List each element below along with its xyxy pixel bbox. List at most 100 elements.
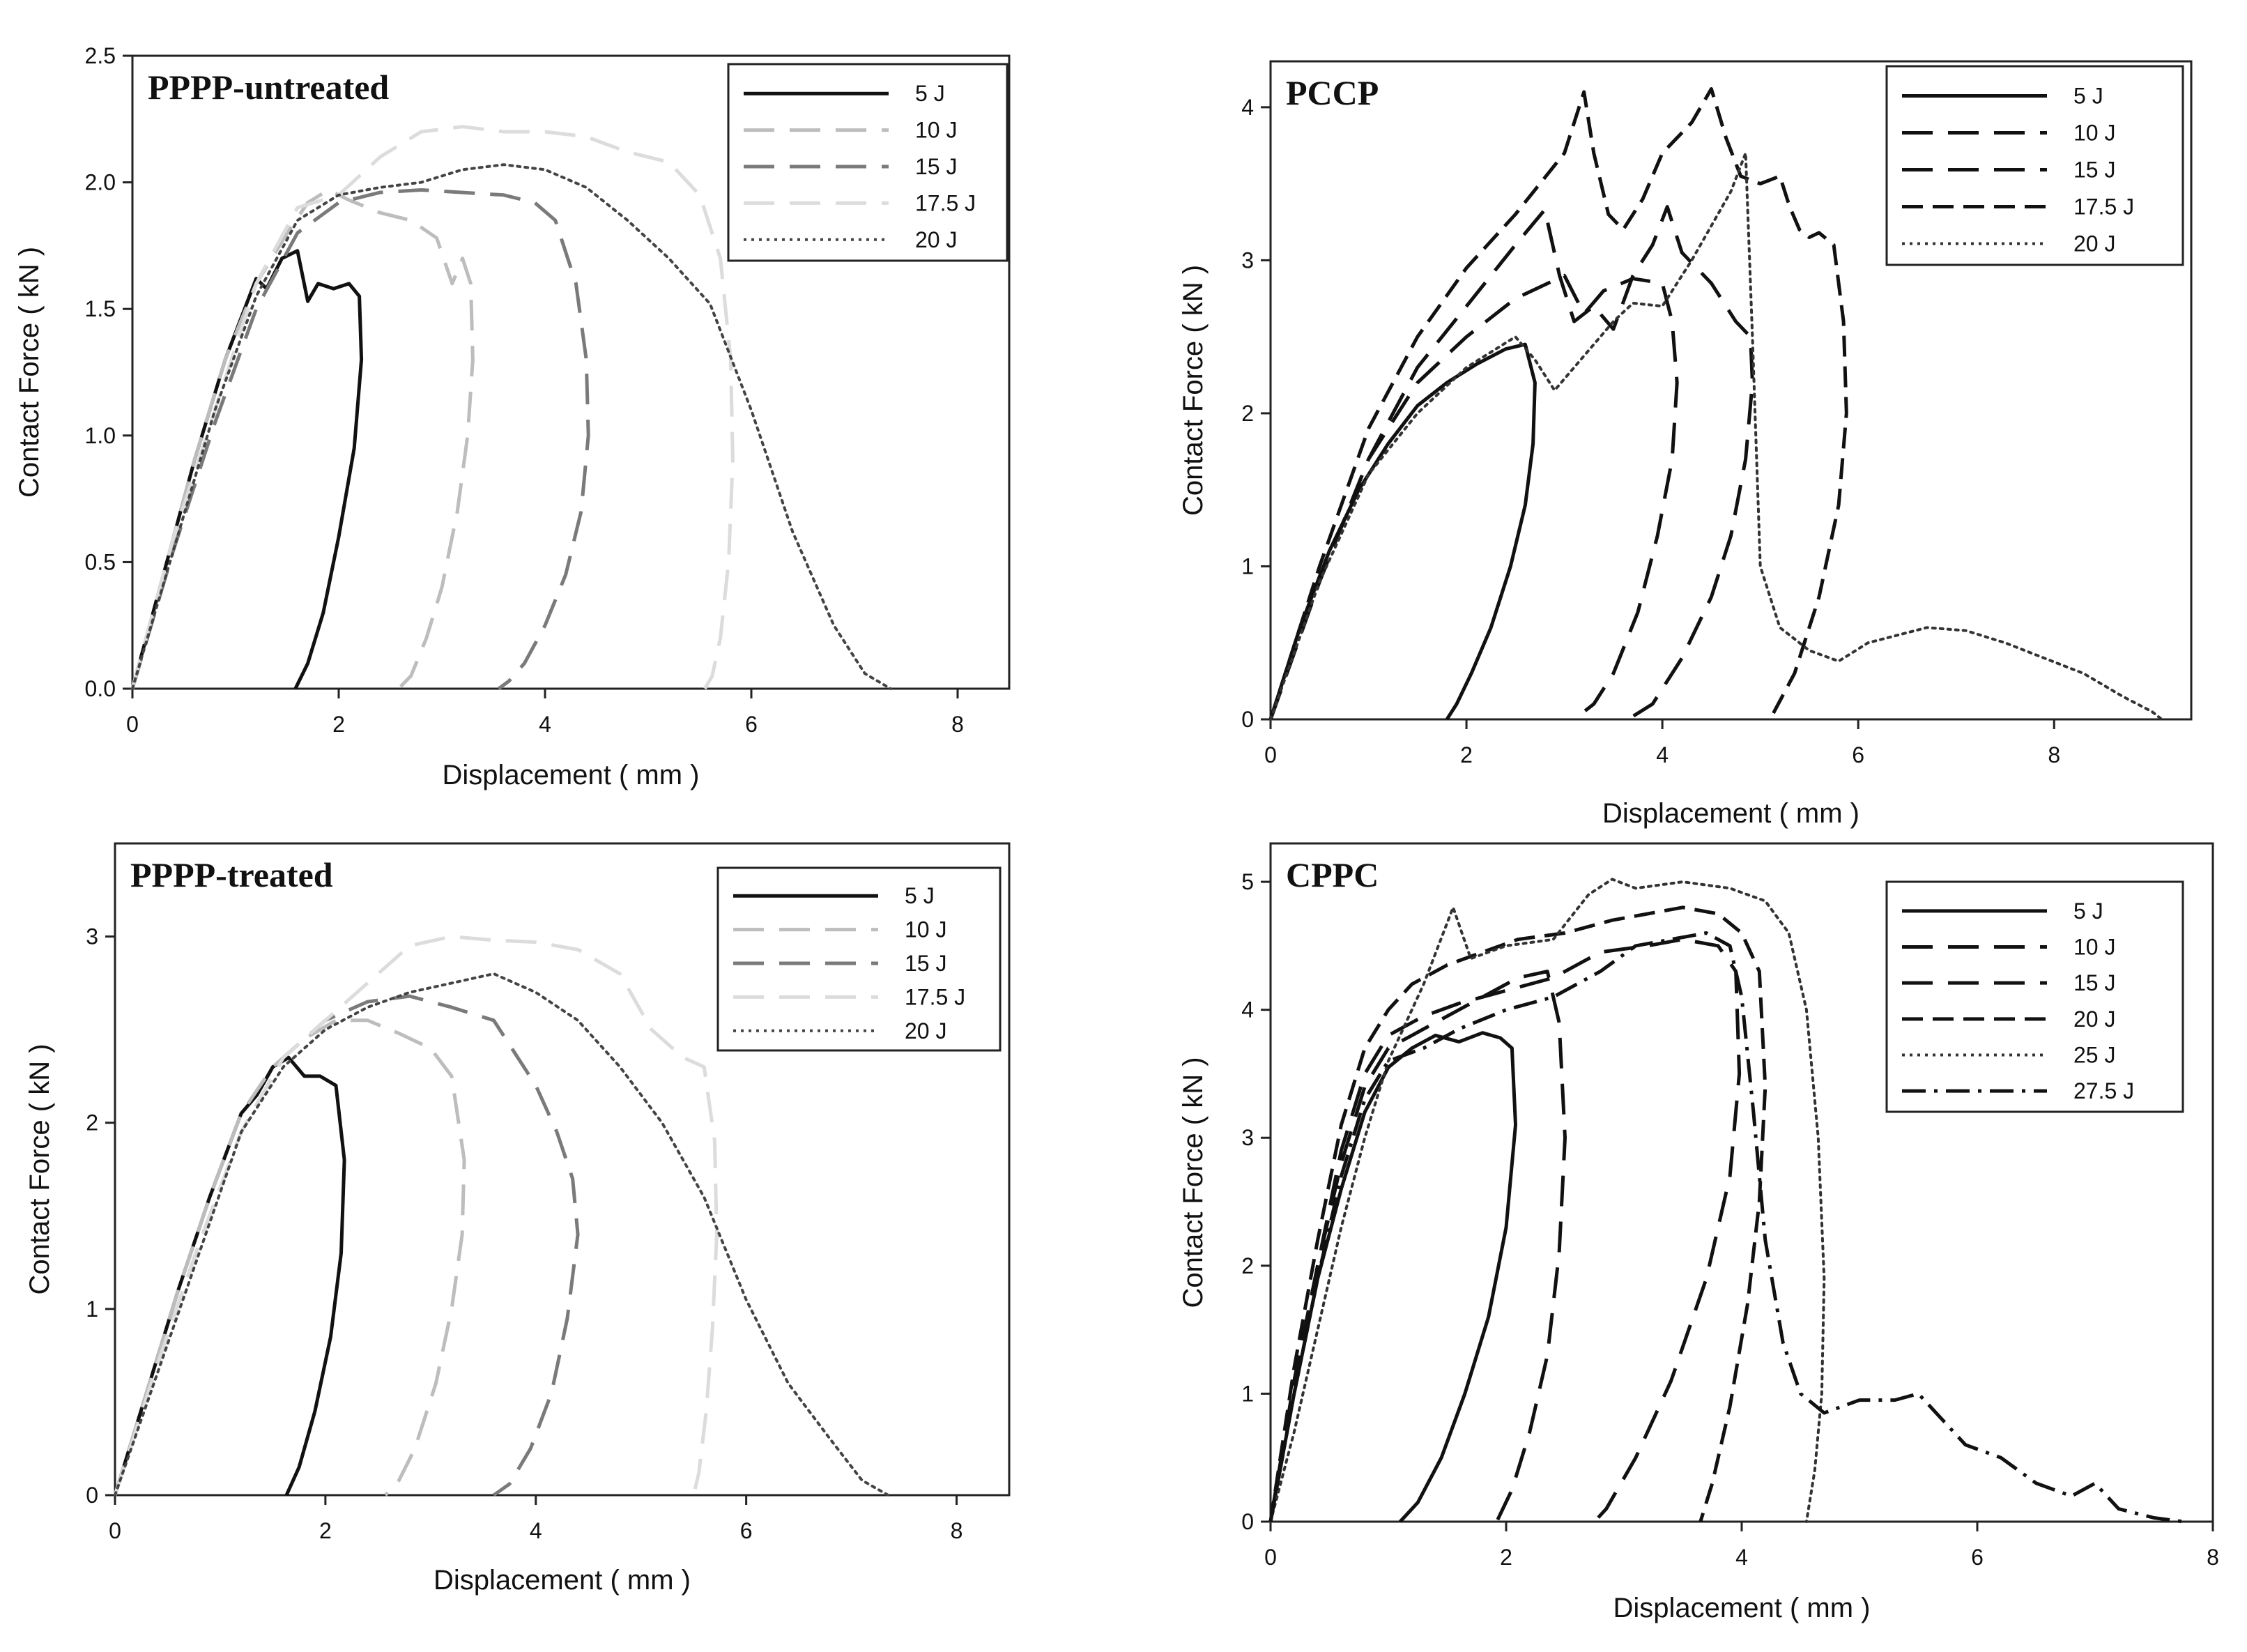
y-tick-label: 3: [1241, 247, 1254, 273]
series-line-3: [1268, 905, 1767, 1522]
panel-title: PPPP-treated: [130, 855, 333, 894]
legend-label: 20 J: [2073, 231, 2115, 257]
series-line-2: [1268, 938, 1742, 1523]
x-axis-label: Displacement ( mm ): [1613, 1593, 1871, 1623]
series-line-3: [1268, 87, 1848, 721]
y-tick-label: 1: [1241, 1381, 1254, 1406]
legend-label: 20 J: [915, 227, 957, 252]
legend-label: 5 J: [2073, 898, 2103, 924]
y-tick-label: 4: [1241, 997, 1254, 1023]
legend-frame: [727, 63, 1009, 262]
x-tick-label: 6: [745, 712, 758, 737]
x-tick-label: 2: [1500, 1545, 1512, 1570]
y-tick-label: 3: [1241, 1125, 1254, 1150]
x-tick-label: 2: [332, 712, 345, 737]
x-axis-label: Displacement ( mm ): [434, 1565, 691, 1596]
legend: 5 J 10 J 15 J 20 J 25 J 27.5 J: [1885, 880, 2184, 1113]
y-axis-label: Contact Force ( kN ): [24, 1043, 55, 1294]
x-tick-label: 6: [1971, 1545, 1984, 1570]
x-tick-label: 4: [1735, 1545, 1748, 1570]
series-line-4: [114, 972, 890, 1497]
panel-title: PPPP-untreated: [148, 68, 389, 107]
y-tick-label: 1: [1241, 553, 1254, 579]
y-axis-label: Contact Force ( kN ): [1178, 1057, 1209, 1308]
y-tick-label: 1.5: [85, 296, 116, 321]
y-tick-label: 0.5: [85, 549, 116, 574]
panel-title: CPPC: [1286, 855, 1379, 894]
legend-label: 15 J: [905, 951, 946, 976]
legend-label: 27.5 J: [2073, 1078, 2134, 1103]
y-tick-label: 0.0: [85, 676, 116, 701]
x-tick-label: 4: [539, 712, 551, 737]
legend-label: 25 J: [2073, 1043, 2115, 1068]
series-line-0: [1268, 342, 1537, 721]
y-axis-label: Contact Force ( kN ): [1178, 265, 1209, 516]
series-line-0: [1268, 1031, 1517, 1523]
series-line-2: [113, 994, 580, 1497]
y-axis-label: Contact Force ( kN ): [14, 247, 45, 498]
x-tick-label: 0: [126, 712, 139, 737]
legend-label: 10 J: [915, 118, 957, 143]
y-tick-label: 0: [1241, 707, 1254, 732]
x-tick-label: 8: [951, 712, 964, 737]
legend-label: 10 J: [2073, 121, 2115, 146]
series-line-1: [130, 188, 475, 690]
y-tick-label: 0: [1241, 1509, 1254, 1534]
y-tick-label: 2.5: [85, 43, 116, 68]
series-line-3: [130, 125, 735, 690]
series-line-4: [1269, 878, 1826, 1523]
series-line-4: [1269, 151, 2163, 721]
x-axis-label: Displacement ( mm ): [1602, 798, 1859, 829]
legend: 5 J 10 J 15 J 17.5 J 20 J: [727, 63, 1009, 262]
y-tick-label: 4: [1241, 95, 1254, 120]
x-tick-label: 0: [1264, 1545, 1277, 1570]
y-tick-label: 2: [86, 1110, 98, 1135]
series-line-5: [1268, 931, 2184, 1524]
legend-label: 15 J: [915, 154, 957, 179]
x-axis-label: Displacement ( mm ): [443, 760, 700, 790]
legend-label: 20 J: [905, 1018, 946, 1043]
legend: 5 J 10 J 15 J 17.5 J 20 J: [1885, 65, 2184, 266]
x-tick-label: 8: [951, 1518, 963, 1543]
legend-label: 15 J: [2073, 158, 2115, 183]
x-tick-label: 4: [1656, 742, 1669, 767]
legend-label: 10 J: [905, 917, 946, 942]
x-tick-label: 8: [2207, 1545, 2219, 1570]
y-tick-label: 2: [1241, 1253, 1254, 1278]
legend: 5 J 10 J 15 J 17.5 J 20 J: [716, 866, 1002, 1052]
series-line-2: [1268, 205, 1754, 721]
x-tick-label: 6: [740, 1518, 753, 1543]
plot-frame: [1269, 60, 2193, 721]
y-tick-label: 1: [86, 1297, 98, 1322]
plot-frame: [114, 842, 1011, 1497]
chart-panel-2: 0 2 4 6 8 0 1 2 3 Displacement ( mm ) Contact Forc…: [24, 842, 1011, 1596]
legend-label: 5 J: [915, 81, 945, 106]
chart-panel-3: 0 2 4 6 8 0 1 2 3 4 5 Displacement ( mm ) Contact Fo…: [1178, 842, 2219, 1623]
legend-label: 10 J: [2073, 935, 2115, 960]
series-line-1: [1268, 273, 1679, 721]
legend-label: 17.5 J: [2073, 194, 2134, 220]
legend-label: 5 J: [905, 883, 935, 908]
x-tick-label: 0: [109, 1518, 121, 1543]
y-tick-label: 1.0: [85, 423, 116, 448]
series-line-2: [130, 188, 590, 691]
legend-label: 17.5 J: [915, 190, 976, 215]
y-tick-label: 3: [86, 924, 98, 949]
legend-frame: [1885, 880, 2184, 1113]
x-tick-label: 2: [319, 1518, 332, 1543]
x-tick-label: 8: [2048, 742, 2060, 767]
legend-label: 5 J: [2073, 84, 2103, 109]
legend-frame: [716, 866, 1002, 1052]
series-line-1: [113, 1018, 466, 1497]
series-line-0: [113, 1055, 346, 1497]
x-tick-label: 6: [1852, 742, 1864, 767]
legend-label: 17.5 J: [905, 984, 965, 1009]
x-tick-label: 2: [1460, 742, 1473, 767]
legend-label: 20 J: [2073, 1007, 2115, 1032]
series-line-4: [131, 163, 892, 690]
legend-label: 15 J: [2073, 970, 2115, 995]
x-tick-label: 4: [530, 1518, 542, 1543]
y-tick-label: 2: [1241, 401, 1254, 426]
